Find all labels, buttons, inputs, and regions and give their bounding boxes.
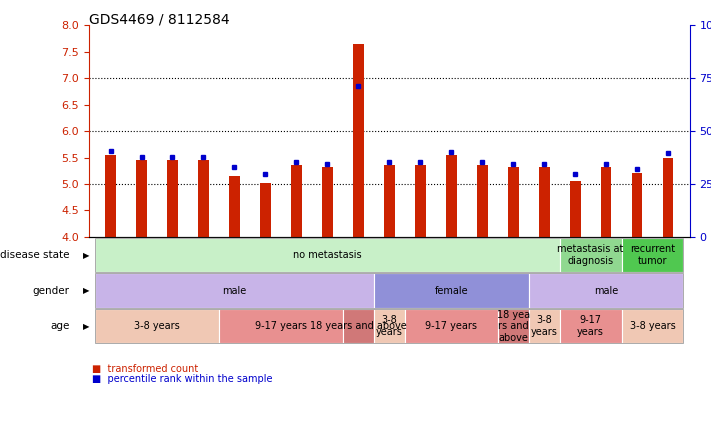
Text: metastasis at
diagnosis: metastasis at diagnosis bbox=[557, 244, 624, 266]
Text: male: male bbox=[223, 286, 247, 296]
Text: 3-8 years: 3-8 years bbox=[630, 321, 675, 331]
Text: 18 years and above: 18 years and above bbox=[310, 321, 407, 331]
Text: ■  percentile rank within the sample: ■ percentile rank within the sample bbox=[92, 374, 273, 385]
Text: 3-8
years: 3-8 years bbox=[530, 315, 557, 337]
Bar bbox=[384, 165, 395, 237]
Text: gender: gender bbox=[33, 286, 70, 296]
Bar bbox=[136, 160, 147, 237]
Text: ■  transformed count: ■ transformed count bbox=[92, 364, 198, 374]
Bar bbox=[322, 167, 333, 237]
Bar bbox=[663, 158, 673, 237]
Text: ▶: ▶ bbox=[82, 250, 89, 260]
Text: 9-17
years: 9-17 years bbox=[577, 315, 604, 337]
Text: recurrent
tumor: recurrent tumor bbox=[630, 244, 675, 266]
Text: male: male bbox=[594, 286, 618, 296]
Bar bbox=[601, 167, 611, 237]
Bar bbox=[631, 173, 643, 237]
Text: 18 yea
rs and
above: 18 yea rs and above bbox=[496, 310, 530, 343]
Text: 9-17 years: 9-17 years bbox=[255, 321, 307, 331]
Bar bbox=[508, 167, 518, 237]
Bar bbox=[446, 155, 456, 237]
Text: GDS4469 / 8112584: GDS4469 / 8112584 bbox=[89, 13, 230, 27]
Bar bbox=[570, 181, 580, 237]
Bar bbox=[353, 44, 364, 237]
Text: ▶: ▶ bbox=[82, 286, 89, 295]
Bar bbox=[291, 165, 301, 237]
Text: 9-17 years: 9-17 years bbox=[425, 321, 477, 331]
Text: female: female bbox=[434, 286, 468, 296]
Bar bbox=[415, 165, 426, 237]
Bar bbox=[198, 160, 209, 237]
Bar bbox=[105, 155, 116, 237]
Bar bbox=[229, 176, 240, 237]
Bar bbox=[539, 167, 550, 237]
Text: no metastasis: no metastasis bbox=[293, 250, 362, 260]
Text: ▶: ▶ bbox=[82, 321, 89, 331]
Text: 3-8 years: 3-8 years bbox=[134, 321, 180, 331]
Text: age: age bbox=[50, 321, 70, 331]
Bar bbox=[477, 165, 488, 237]
Bar bbox=[260, 183, 271, 237]
Bar bbox=[167, 160, 178, 237]
Text: 3-8
years: 3-8 years bbox=[376, 315, 402, 337]
Text: disease state: disease state bbox=[0, 250, 70, 260]
